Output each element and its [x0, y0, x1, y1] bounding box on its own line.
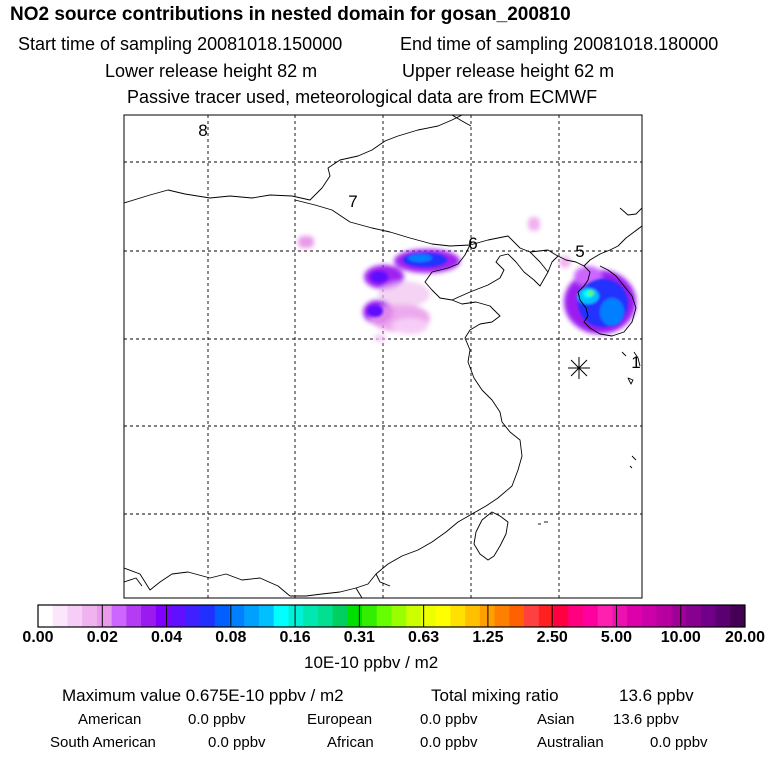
region-value: 0.0 ppbv — [208, 734, 266, 751]
colorbar-tick-label: 0.02 — [86, 629, 118, 646]
colorbar-tick-label: 0.31 — [343, 629, 375, 646]
region-name: Australian — [537, 734, 604, 751]
colorbar-cell — [524, 605, 540, 627]
region-value: 0.0 ppbv — [420, 734, 478, 751]
region-label: 7 — [348, 192, 357, 211]
region-name: Asian — [537, 711, 575, 728]
total-mixing-label: Total mixing ratio — [431, 686, 559, 705]
region-name: American — [78, 711, 142, 728]
start-time-text: Start time of sampling 20081018.150000 — [18, 34, 343, 54]
region-value: 0.0 ppbv — [650, 734, 708, 751]
colorbar-cell — [538, 605, 554, 627]
region-name: South American — [50, 734, 156, 751]
concentration-plumes — [298, 217, 636, 342]
max-value-text: Maximum value 0.675E-10 ppbv / m2 — [62, 686, 344, 705]
colorbar-tick-label: 5.00 — [600, 629, 633, 646]
colorbar-tick-label: 20.00 — [724, 629, 766, 646]
colorbar-tick-label: 2.50 — [536, 629, 568, 646]
colorbar-cell — [67, 605, 83, 627]
colorbar-cell — [214, 605, 230, 627]
colorbar-cell — [141, 605, 157, 627]
colorbar-tick-label: 0.00 — [22, 629, 54, 646]
colorbar-cell — [82, 605, 98, 627]
colorbar-cell — [200, 605, 216, 627]
colorbar — [38, 605, 746, 627]
end-time-text: End time of sampling 20081018.180000 — [400, 34, 719, 54]
total-mixing-value: 13.6 ppbv — [619, 686, 694, 705]
colorbar-cell — [332, 605, 348, 627]
colorbar-cell — [229, 605, 245, 627]
lower-release-text: Lower release height 82 m — [105, 61, 318, 81]
region-value: 0.0 ppbv — [188, 711, 246, 728]
region-label: 6 — [468, 234, 477, 253]
colorbar-cell — [730, 605, 746, 627]
colorbar-cell — [597, 605, 613, 627]
colorbar-cell — [155, 605, 171, 627]
colorbar-cell — [391, 605, 407, 627]
colorbar-tick-label: 1.25 — [472, 629, 504, 646]
colorbar-tick-label: 0.63 — [408, 629, 440, 646]
colorbar-cell — [185, 605, 201, 627]
colorbar-cell — [317, 605, 333, 627]
region-name: African — [327, 734, 374, 751]
colorbar-cell — [671, 605, 687, 627]
colorbar-cell — [509, 605, 525, 627]
colorbar-cell — [170, 605, 186, 627]
colorbar-cell — [568, 605, 584, 627]
region-value: 13.6 ppbv — [613, 711, 679, 728]
receptor-asterisk-icon — [568, 357, 590, 379]
colorbar-tick-label: 0.16 — [279, 629, 311, 646]
region-label: 8 — [198, 121, 207, 140]
colorbar-cell — [435, 605, 451, 627]
colorbar-cell — [38, 605, 54, 627]
colorbar-tick-label: 10.00 — [660, 629, 701, 646]
colorbar-cell — [612, 605, 628, 627]
region-label: 1 — [631, 353, 640, 372]
colorbar-cell — [96, 605, 113, 627]
colorbar-tick-label: 0.08 — [215, 629, 247, 646]
coastlines — [124, 115, 642, 598]
tracer-info-text: Passive tracer used, meteorological data… — [127, 87, 598, 107]
region-name: European — [307, 711, 373, 728]
colorbar-cell — [52, 605, 68, 627]
colorbar-cell — [700, 605, 716, 627]
colorbar-cell — [126, 605, 142, 627]
colorbar-cell — [303, 605, 319, 627]
colorbar-cell — [288, 605, 304, 627]
colorbar-frame — [37, 604, 746, 628]
colorbar-cell — [376, 605, 392, 627]
colorbar-unit: 10E-10 ppbv / m2 — [304, 653, 439, 672]
upper-release-text: Upper release height 62 m — [402, 61, 615, 81]
region-label: 5 — [575, 242, 584, 261]
colorbar-dividers — [101, 605, 682, 627]
colorbar-cell — [111, 605, 127, 627]
colorbar-tick-label: 0.04 — [150, 629, 183, 646]
page-title: NO2 source contributions in nested domai… — [10, 4, 571, 25]
colorbar-cell — [641, 605, 658, 627]
colorbar-cell — [273, 605, 289, 627]
colorbar-cell — [465, 605, 481, 627]
region-value: 0.0 ppbv — [420, 711, 478, 728]
colorbar-cell — [715, 605, 731, 627]
colorbar-cell — [656, 605, 672, 627]
colorbar-cell — [244, 605, 260, 627]
colorbar-cell — [362, 605, 378, 627]
colorbar-cell — [686, 605, 702, 627]
colorbar-cell — [406, 605, 422, 627]
colorbar-cell — [627, 605, 643, 627]
colorbar-cell — [347, 605, 363, 627]
colorbar-cell — [258, 605, 275, 627]
colorbar-cell — [450, 605, 466, 627]
colorbar-cell — [553, 605, 569, 627]
colorbar-cell — [582, 605, 599, 627]
colorbar-cell — [494, 605, 510, 627]
colorbar-cell — [420, 605, 437, 627]
